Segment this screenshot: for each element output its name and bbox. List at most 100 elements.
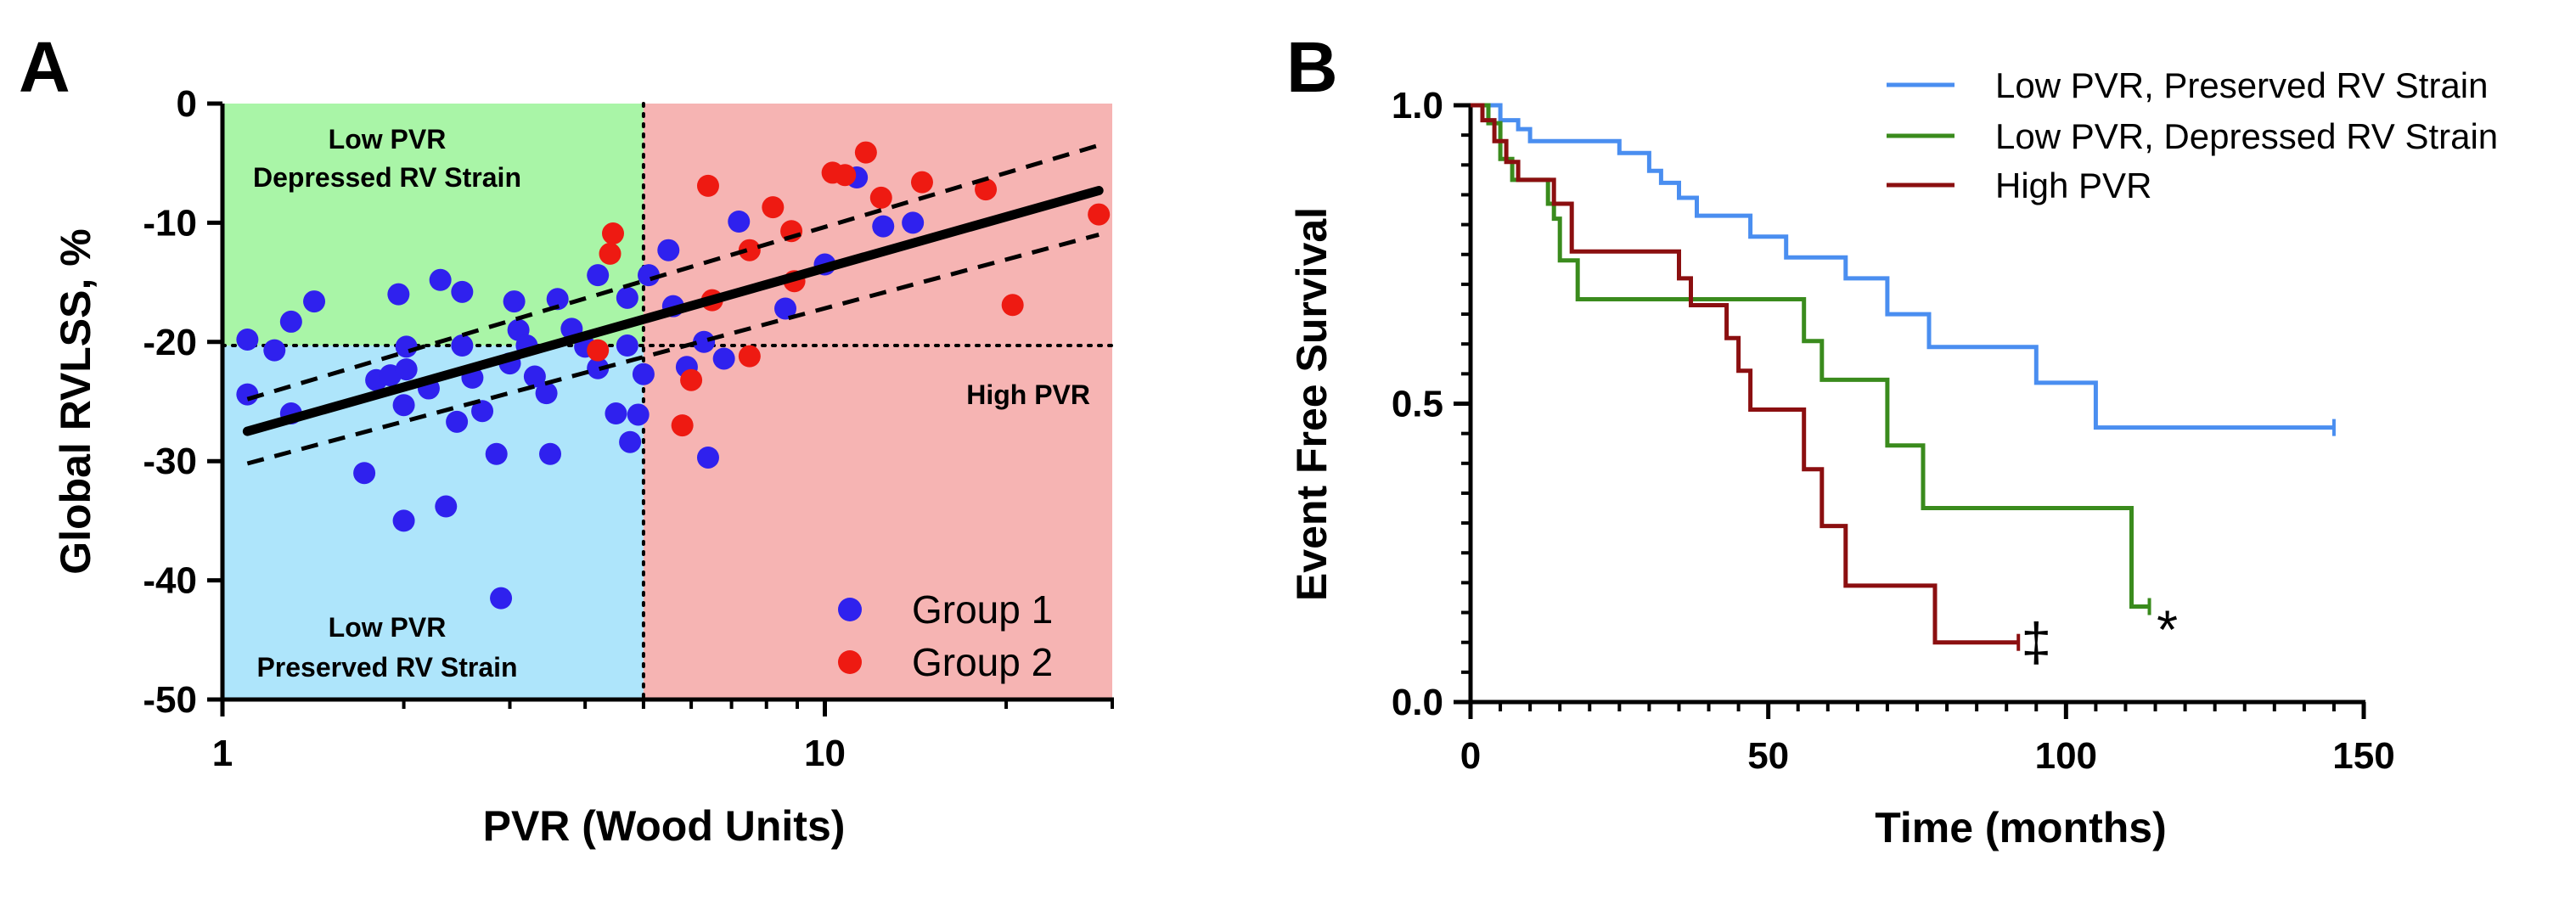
quadrant-low-pvr-preserved — [222, 346, 644, 700]
group2-point — [738, 239, 761, 261]
y-tick-label-b: 0.0 — [1392, 682, 1443, 723]
group1-point — [392, 509, 415, 532]
group2-point — [696, 174, 719, 197]
group2-point — [762, 196, 785, 219]
regression-lines — [242, 143, 1104, 466]
quadrant-low-pvr-depressed — [222, 104, 644, 346]
y-tick-label-b: 0.5 — [1392, 384, 1443, 425]
group1-point — [485, 442, 508, 465]
group2-point — [1088, 203, 1111, 226]
legend-label-low-pvr-preserved: Low PVR, Preserved RV Strain — [1995, 65, 2488, 105]
panel-letter-b: B — [1286, 27, 1338, 107]
group1-point — [435, 495, 458, 518]
panel-a: A Low PVR Depressed RV Strain Low PVR Pr… — [19, 27, 1114, 850]
legend-a: Group 1 Group 2 — [838, 587, 1053, 684]
group1-point — [693, 330, 716, 353]
confidence-band-upper — [246, 143, 1100, 402]
y-tick-label-b: 1.0 — [1392, 85, 1443, 126]
quad-label-right: High PVR — [966, 379, 1090, 410]
group1-point — [605, 402, 627, 425]
curve-low-pvr-preserved — [1471, 103, 2334, 430]
group1-point — [632, 362, 655, 385]
y-tick-label-a: -10 — [143, 202, 197, 244]
group2-point — [910, 171, 933, 194]
x-axis-title-b: Time (months) — [1875, 804, 2167, 851]
group1-point — [535, 382, 558, 405]
group1-point — [696, 446, 719, 469]
legend-marker-group1 — [838, 598, 862, 621]
group2-point — [587, 339, 610, 362]
group2-point — [1001, 294, 1024, 317]
panel-letter-a: A — [19, 27, 70, 107]
group2-point — [869, 186, 892, 209]
panel-b: B 0 50 100 150 0.0 0.5 1.0 * ‡ Low PVR, Preser… — [1286, 27, 2498, 851]
group1-point — [446, 410, 469, 433]
x-tick-label-b: 150 — [2332, 735, 2394, 777]
legend-label-high-pvr: High PVR — [1995, 166, 2151, 205]
group2-point — [738, 345, 761, 368]
x-axis-title-a: PVR (Wood Units) — [483, 802, 846, 850]
group1-point — [490, 587, 513, 610]
group1-point — [638, 264, 661, 287]
y-tick-label-a: -50 — [143, 679, 197, 721]
survival-curves — [1471, 103, 2336, 651]
confidence-band-lower — [246, 233, 1100, 466]
group1-point — [353, 462, 376, 485]
x-tick-label-b: 100 — [2035, 735, 2097, 777]
group1-point — [429, 268, 452, 291]
quad-label-bl-line2: Preserved RV Strain — [256, 652, 517, 683]
group1-point — [503, 290, 526, 313]
group1-point — [616, 286, 638, 309]
legend-label-group1: Group 1 — [912, 587, 1053, 632]
group1-point — [627, 403, 650, 426]
x-tick-label-a: 1 — [212, 733, 233, 774]
group2-point — [602, 222, 625, 245]
group2-point — [854, 141, 877, 164]
x-tick-label-b: 50 — [1747, 735, 1789, 777]
quad-label-tl-line2: Depressed RV Strain — [253, 162, 521, 193]
group1-point — [236, 383, 259, 406]
group1-point — [451, 280, 474, 303]
y-tick-label-a: -40 — [143, 560, 197, 602]
group1-point — [395, 335, 418, 358]
y-axis-title-a: Global RVLSS, % — [52, 228, 99, 575]
group1-point — [279, 310, 302, 333]
y-tick-label-a: -30 — [143, 441, 197, 482]
group1-point — [392, 394, 415, 417]
group1-point — [774, 297, 797, 320]
quad-label-bl-line1: Low PVR — [329, 612, 447, 643]
significance-double-dagger: ‡ — [2021, 612, 2051, 673]
group1-point — [539, 442, 562, 465]
legend-label-low-pvr-depressed: Low PVR, Depressed RV Strain — [1995, 116, 2498, 156]
significance-star: * — [2157, 599, 2178, 660]
group1-point — [523, 365, 546, 388]
quad-label-tl-line1: Low PVR — [329, 124, 447, 155]
group1-point — [387, 283, 410, 306]
group1-point — [303, 290, 326, 313]
legend-b: Low PVR, Preserved RV Strain Low PVR, De… — [1887, 65, 2498, 205]
group1-point — [616, 334, 638, 357]
panel-a-axes: 0 -10 -20 -30 -40 -50 1 10 — [143, 83, 1114, 774]
x-tick-label-b: 0 — [1460, 735, 1481, 777]
group2-point — [680, 368, 703, 391]
group2-point — [975, 178, 998, 201]
group2-point — [834, 164, 857, 187]
group1-point — [587, 357, 610, 379]
group1-point — [902, 211, 925, 234]
group1-point — [471, 400, 494, 423]
y-tick-label-a: 0 — [177, 83, 197, 125]
group1-point — [395, 358, 418, 381]
curve-high-pvr — [1471, 103, 2019, 645]
group1-point — [451, 334, 474, 357]
group1-point — [619, 430, 642, 453]
group2-point — [671, 414, 694, 437]
regression-line — [242, 185, 1104, 436]
y-tick-label-a: -20 — [143, 322, 197, 363]
group1-point — [728, 210, 751, 233]
group1-point — [546, 288, 569, 311]
group1-point — [587, 264, 610, 287]
panel-b-axes: 0 50 100 150 0.0 0.5 1.0 — [1392, 85, 2395, 777]
y-axis-title-b: Event Free Survival — [1288, 207, 1336, 601]
group2-point — [599, 242, 622, 265]
